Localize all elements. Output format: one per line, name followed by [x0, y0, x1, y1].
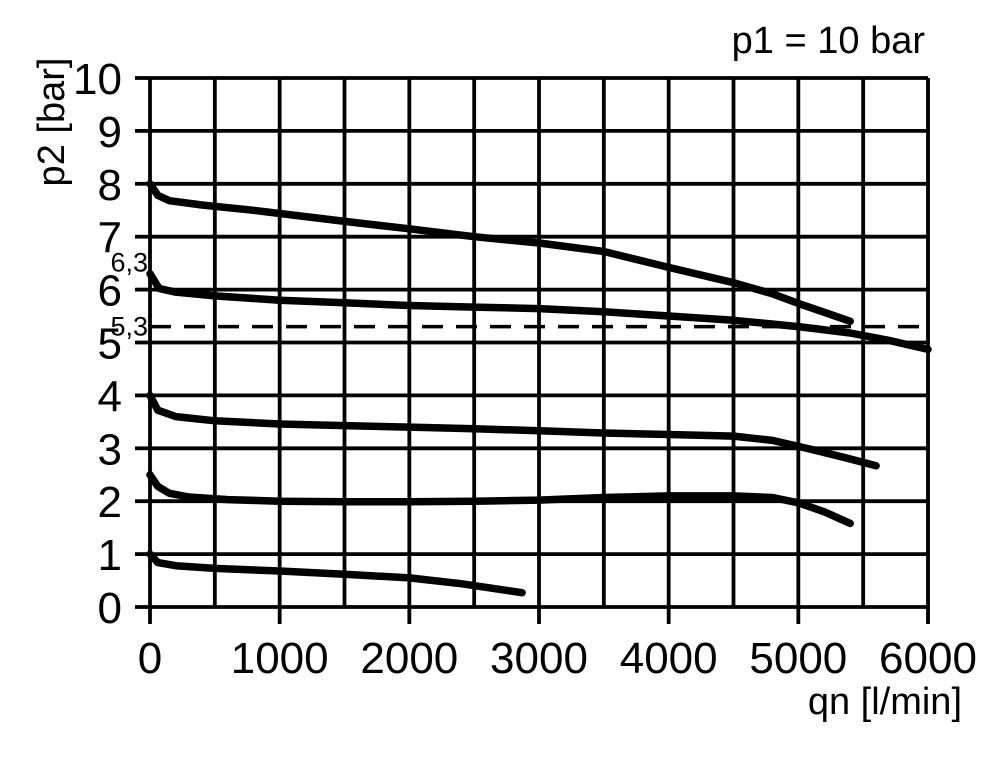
x-tick-label: 5000: [749, 634, 847, 683]
y-tick-label: 9: [98, 108, 122, 157]
x-tick-label: 6000: [879, 634, 977, 683]
y-tick-label: 1: [98, 531, 122, 580]
y-tick-label: 6: [98, 267, 122, 316]
y-tick-label: 7: [98, 214, 122, 263]
x-tick-label: 3000: [490, 634, 588, 683]
x-axis-title: qn [l/min]: [807, 681, 962, 723]
series-curve-setpoint-2.5-bar: [146, 471, 854, 528]
y-axis-annotation: 6,3: [110, 248, 148, 278]
y-tick-label: 8: [98, 161, 122, 210]
series-curve-setpoint-1.0-bar: [146, 550, 526, 597]
series-curve-setpoint-6.3-bar: [146, 269, 932, 354]
y-tick-label: 0: [98, 584, 122, 633]
y-tick-label: 3: [98, 425, 122, 474]
series-curve-setpoint-4.0-bar: [146, 391, 880, 470]
y-tick-label: 2: [98, 478, 122, 527]
y-axis-annotation: 5,3: [110, 312, 148, 342]
x-tick-label: 1000: [231, 634, 329, 683]
y-tick-label: 10: [73, 55, 122, 104]
x-tick-label: 0: [138, 634, 162, 683]
x-tick-label: 2000: [360, 634, 458, 683]
y-tick-label: 5: [98, 320, 122, 369]
y-tick-label: 4: [98, 372, 122, 421]
series-curve-setpoint-8.0-bar: [146, 180, 854, 326]
x-tick-label: 4000: [620, 634, 718, 683]
chart-title: p1 = 10 bar: [731, 20, 925, 62]
